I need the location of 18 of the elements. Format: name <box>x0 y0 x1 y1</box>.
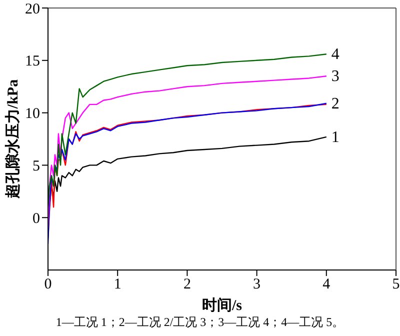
x-tick-label: 0 <box>44 276 52 293</box>
x-tick-label: 3 <box>253 276 261 293</box>
x-tick-label: 1 <box>114 276 122 293</box>
text: 1—工况 1；2—工况 2/工况 3；3—工况 4；4—工况 5。 <box>54 314 346 331</box>
y-tick-label: 20 <box>25 1 40 18</box>
series-label: 4 <box>331 46 340 64</box>
y-tick-label: 5 <box>32 158 40 175</box>
y-tick-label: 15 <box>25 54 40 70</box>
x-axis-title: 时间/s <box>202 297 242 314</box>
y-tick-label: 10 <box>25 106 40 122</box>
series-label: 2 <box>331 95 340 112</box>
series-label: 1 <box>331 128 340 146</box>
series-label: 3 <box>331 68 340 86</box>
y-axis-title: 超孔隙水压力/kPa <box>4 78 22 200</box>
x-tick-label: 2 <box>183 276 191 293</box>
x-tick-label: 4 <box>322 276 331 293</box>
x-tick-label: 5 <box>392 276 400 293</box>
y-tick-label: 0 <box>32 210 40 227</box>
